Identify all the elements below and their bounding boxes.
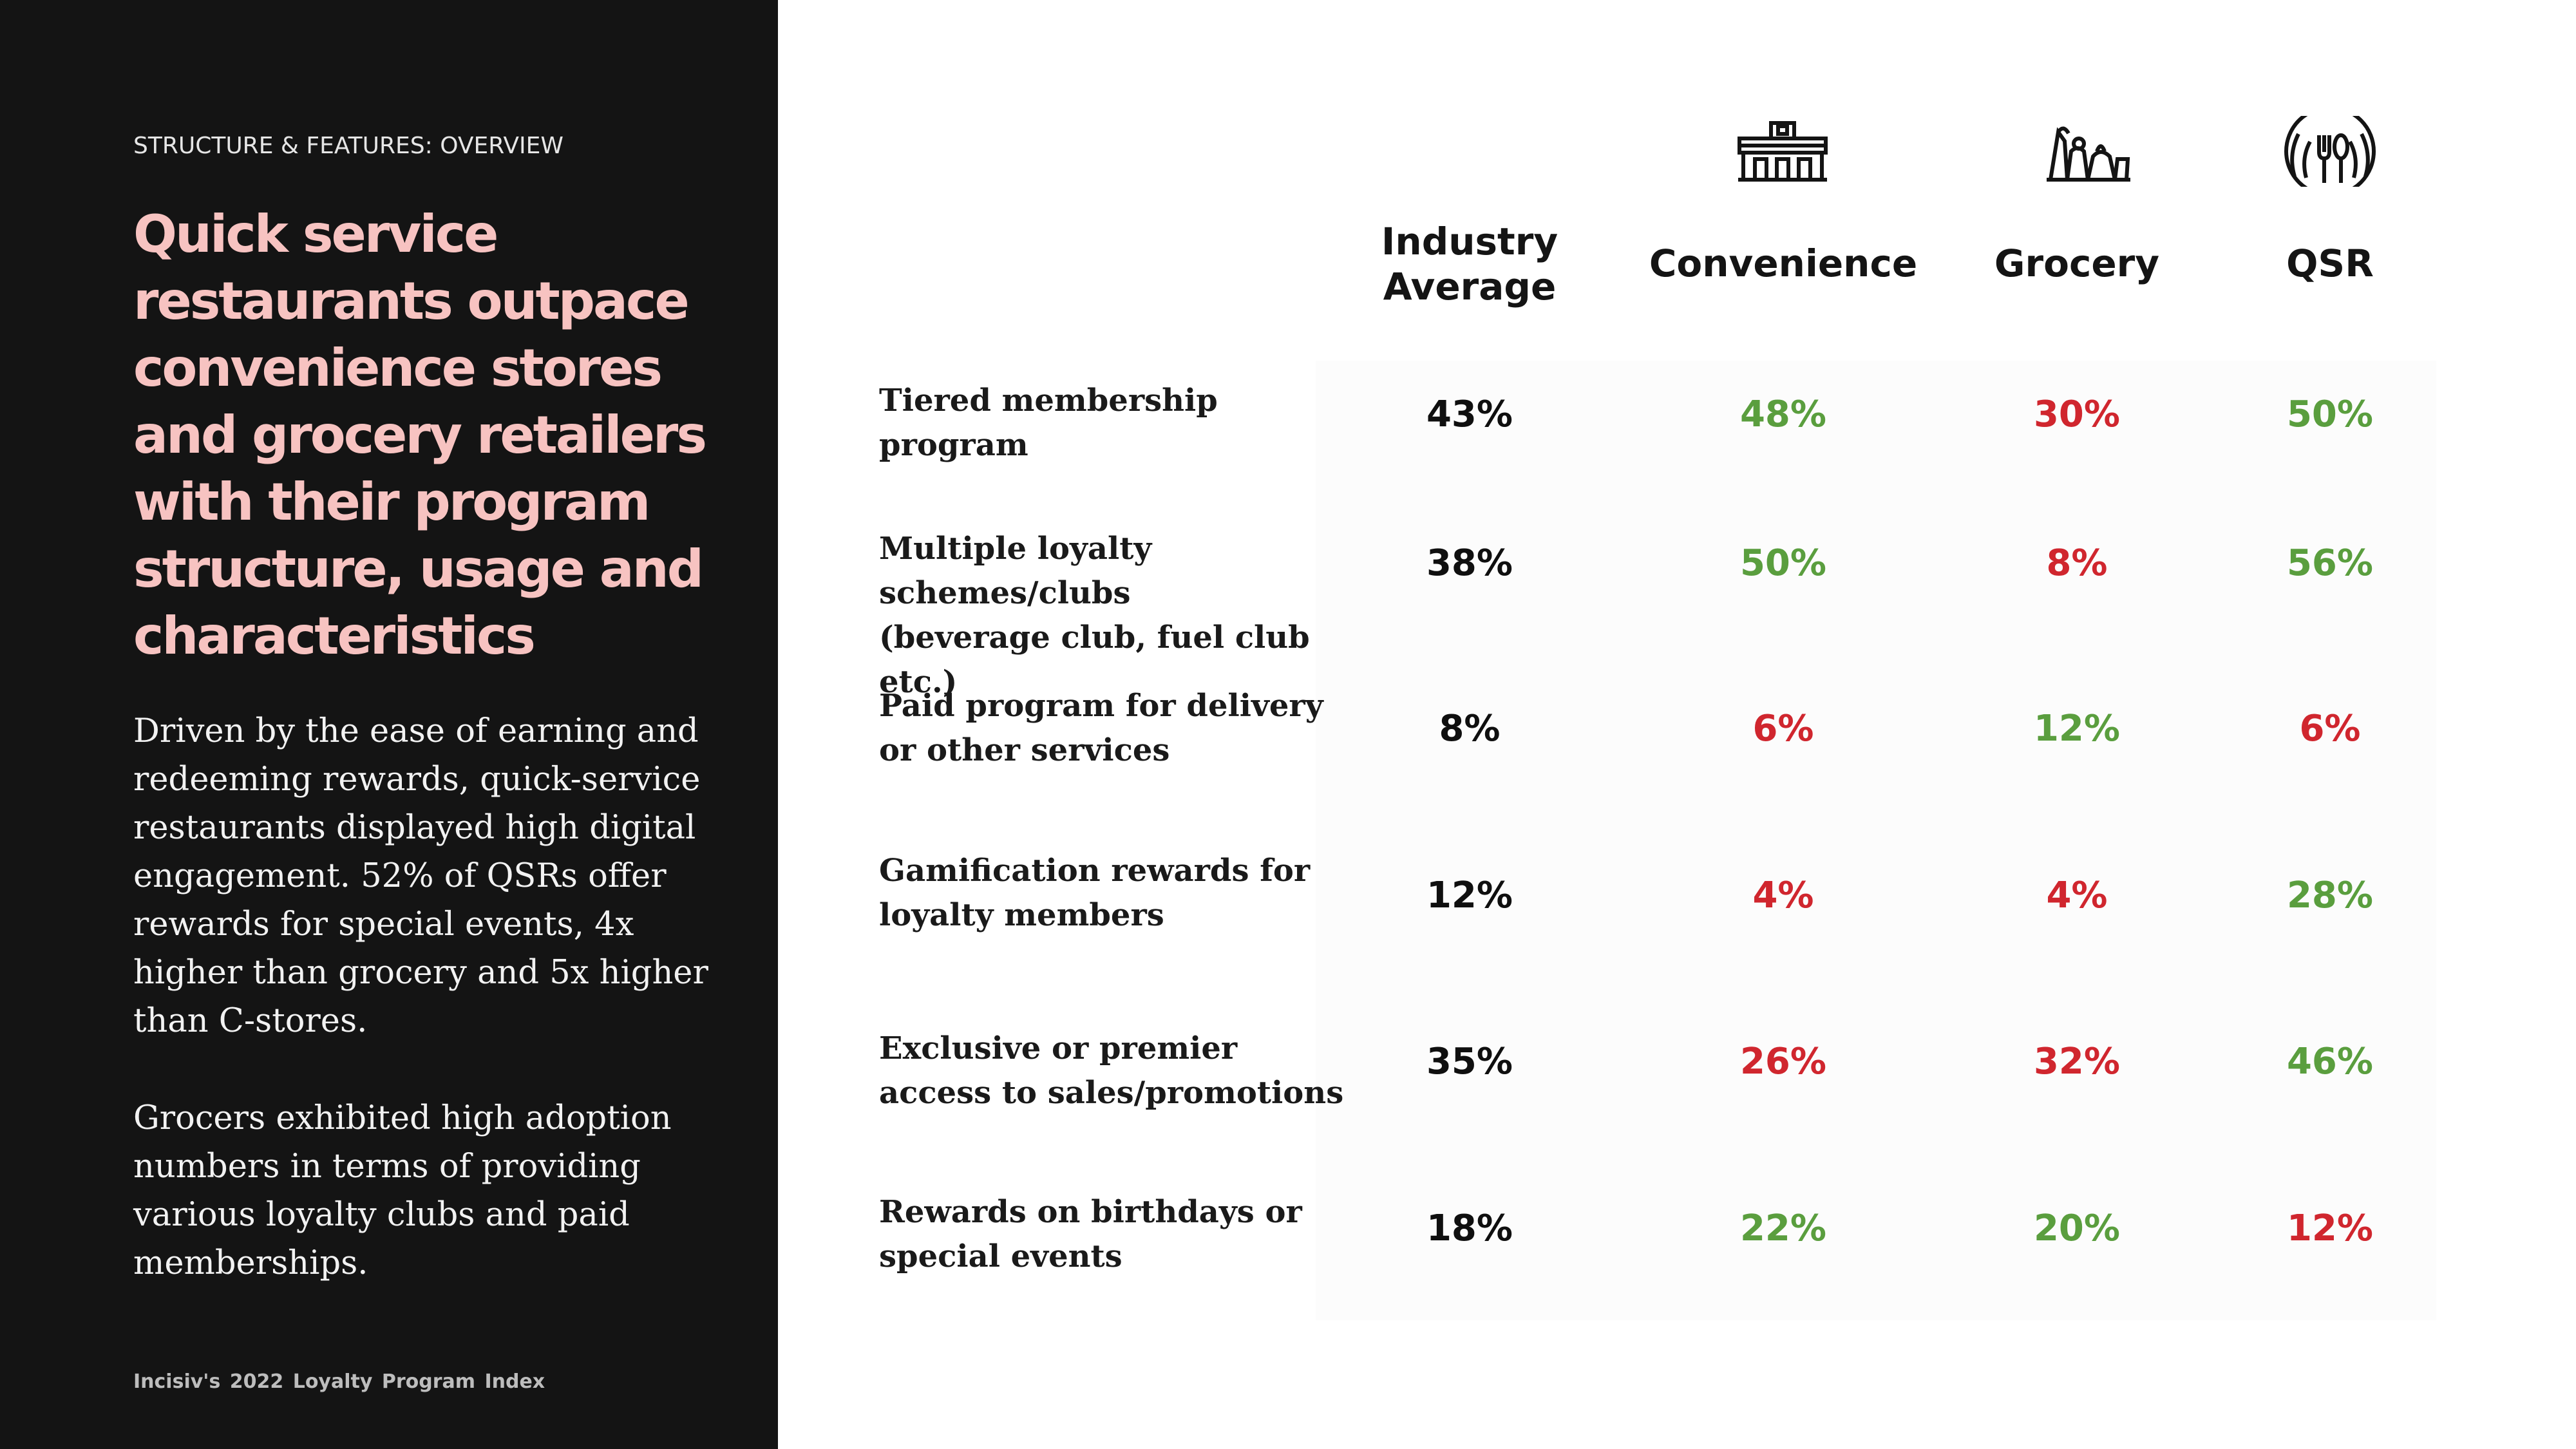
column-header-industry-average: Industry Average bbox=[1381, 220, 1558, 308]
comparison-table bbox=[1316, 361, 2436, 1320]
storefront-icon bbox=[1734, 116, 1831, 187]
cell-value: 35% bbox=[1426, 1041, 1513, 1083]
report-footer: Incisiv's 2022 Loyalty Program Index bbox=[133, 1370, 545, 1393]
row-label-gamification: Gamification rewards for loyalty members bbox=[879, 853, 1311, 933]
cell-value: 46% bbox=[2286, 1041, 2374, 1083]
left-panel: STRUCTURE & FEATURES: OVERVIEW Quick ser… bbox=[0, 0, 778, 1449]
cell-value: 28% bbox=[2286, 875, 2374, 916]
cell-value: 50% bbox=[1739, 542, 1827, 584]
cell-value: 20% bbox=[2033, 1208, 2121, 1249]
column-header-grocery: Grocery bbox=[1994, 242, 2160, 285]
cell-value: 12% bbox=[2286, 1208, 2374, 1249]
section-eyebrow: STRUCTURE & FEATURES: OVERVIEW bbox=[133, 133, 564, 159]
cell-value: 56% bbox=[2286, 542, 2374, 584]
cell-value: 50% bbox=[2286, 393, 2374, 435]
cell-value: 48% bbox=[1739, 393, 1827, 435]
cell-value: 43% bbox=[1426, 393, 1513, 435]
cell-value: 4% bbox=[1752, 875, 1814, 916]
row-label-exclusive-access: Exclusive or premier access to sales/pro… bbox=[879, 1030, 1344, 1111]
cell-value: 6% bbox=[1752, 708, 1814, 750]
cell-value: 8% bbox=[1439, 708, 1501, 750]
summary-paragraph-2: Grocers exhibited high adoption numbers … bbox=[133, 1099, 672, 1282]
cell-value: 8% bbox=[2046, 542, 2108, 584]
row-label-birthday-rewards: Rewards on birthdays or special events bbox=[879, 1194, 1302, 1274]
row-label-tiered-membership: Tiered membership program bbox=[879, 383, 1218, 463]
page-title: Quick service restaurants outpace conven… bbox=[133, 204, 707, 666]
cell-value: 30% bbox=[2033, 393, 2121, 435]
row-label-paid-program: Paid program for delivery or other servi… bbox=[879, 688, 1323, 768]
cell-value: 38% bbox=[1426, 542, 1513, 584]
cell-value: 12% bbox=[2033, 708, 2121, 750]
grocery-bag-icon bbox=[2039, 116, 2136, 187]
column-header-convenience: Convenience bbox=[1649, 242, 1918, 285]
summary-paragraph-1: Driven by the ease of earning and redeem… bbox=[133, 712, 708, 1040]
column-header-qsr: QSR bbox=[2286, 242, 2374, 285]
cell-value: 12% bbox=[1426, 875, 1513, 916]
plate-cutlery-icon bbox=[2282, 116, 2378, 187]
cell-value: 18% bbox=[1426, 1208, 1513, 1249]
row-label-multiple-schemes: Multiple loyalty schemes/clubs (beverage… bbox=[879, 531, 1310, 700]
cell-value: 32% bbox=[2033, 1041, 2121, 1083]
cell-value: 22% bbox=[1739, 1208, 1827, 1249]
cell-value: 4% bbox=[2046, 875, 2108, 916]
cell-value: 6% bbox=[2299, 708, 2361, 750]
cell-value: 26% bbox=[1739, 1041, 1827, 1083]
